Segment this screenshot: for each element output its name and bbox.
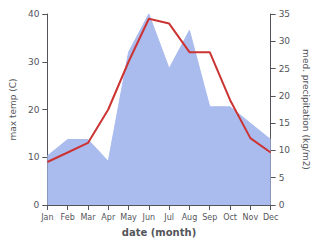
svg-text:Nov: Nov bbox=[243, 213, 259, 222]
svg-text:Feb: Feb bbox=[61, 213, 75, 222]
svg-text:20: 20 bbox=[279, 91, 291, 101]
svg-text:Jan: Jan bbox=[40, 213, 53, 222]
svg-text:Mar: Mar bbox=[80, 213, 96, 222]
svg-text:10: 10 bbox=[28, 152, 40, 162]
svg-text:5: 5 bbox=[279, 173, 285, 183]
svg-text:30: 30 bbox=[28, 57, 40, 67]
svg-text:Jun: Jun bbox=[142, 213, 156, 222]
svg-text:0: 0 bbox=[279, 200, 285, 210]
svg-text:Aug: Aug bbox=[182, 213, 198, 222]
svg-text:15: 15 bbox=[279, 118, 290, 128]
svg-text:Apr: Apr bbox=[101, 213, 116, 222]
svg-text:Sep: Sep bbox=[202, 213, 217, 222]
svg-text:10: 10 bbox=[279, 145, 291, 155]
svg-text:30: 30 bbox=[279, 36, 291, 46]
svg-text:35: 35 bbox=[279, 9, 290, 19]
svg-text:Dec: Dec bbox=[263, 213, 278, 222]
svg-text:20: 20 bbox=[28, 105, 40, 115]
svg-text:max temp (C): max temp (C) bbox=[8, 78, 18, 140]
svg-text:25: 25 bbox=[279, 64, 290, 74]
svg-text:date (month): date (month) bbox=[122, 227, 196, 238]
svg-text:May: May bbox=[120, 213, 137, 222]
svg-text:med. precipitation (kg/m2): med. precipitation (kg/m2) bbox=[301, 49, 311, 170]
svg-text:40: 40 bbox=[28, 9, 40, 19]
svg-text:0: 0 bbox=[34, 200, 40, 210]
svg-text:Oct: Oct bbox=[223, 213, 237, 222]
svg-text:Jul: Jul bbox=[163, 213, 174, 222]
